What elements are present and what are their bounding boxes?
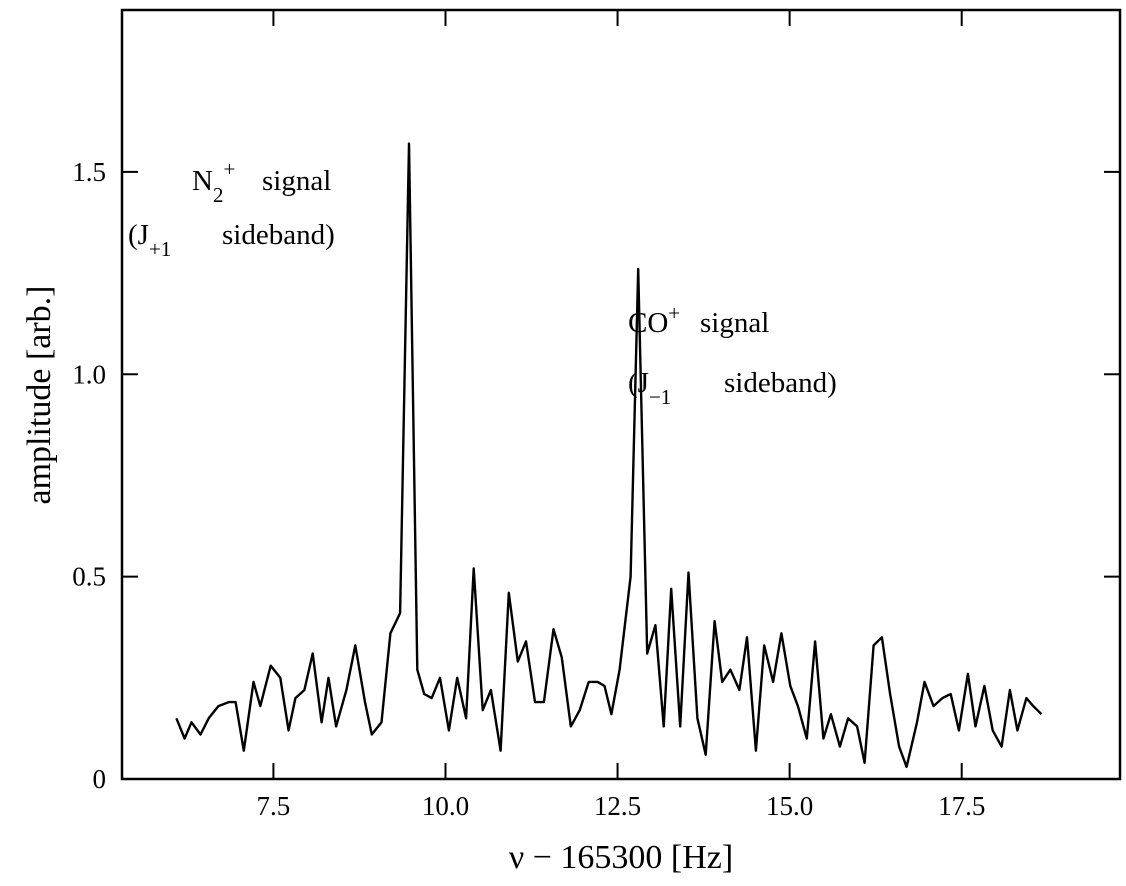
- annotation: CO+ signal: [628, 301, 769, 339]
- y-tick-label: 0: [93, 764, 107, 794]
- x-axis-label: ν − 165300 [Hz]: [509, 839, 733, 876]
- annotation-part: +: [668, 301, 680, 325]
- data-line: [175, 142, 1043, 769]
- y-axis-label: amplitude [arb.]: [21, 285, 58, 504]
- annotation-part: 2: [213, 183, 224, 207]
- annotation: N2+ signal: [192, 157, 331, 207]
- annotation-part: (J: [628, 367, 649, 399]
- x-tick-label: 15.0: [766, 791, 813, 821]
- x-tick-label: 7.5: [257, 791, 291, 821]
- x-tick-label: 12.5: [594, 791, 641, 821]
- x-tick-label: 17.5: [938, 791, 985, 821]
- annotation-part: −1: [649, 385, 671, 409]
- x-tick-label: 10.0: [422, 791, 469, 821]
- annotation-part: (J: [128, 219, 149, 251]
- annotation-part: +: [223, 157, 235, 181]
- annotation-part: signal: [262, 165, 331, 197]
- annotation-part: +1: [149, 237, 171, 261]
- annotation-part: signal: [700, 307, 769, 339]
- y-tick-label: 1.0: [72, 359, 106, 389]
- annotation-part: N: [192, 165, 213, 197]
- annotation-part: sideband): [724, 367, 837, 399]
- annotation-part: CO: [628, 307, 668, 339]
- annotation-part: sideband): [222, 219, 335, 251]
- y-tick-label: 1.5: [72, 157, 106, 187]
- annotation: (J−1 sideband): [628, 367, 837, 409]
- y-tick-label: 0.5: [72, 562, 106, 592]
- plot-frame: [120, 8, 1122, 781]
- annotation: (J+1 sideband): [128, 219, 335, 261]
